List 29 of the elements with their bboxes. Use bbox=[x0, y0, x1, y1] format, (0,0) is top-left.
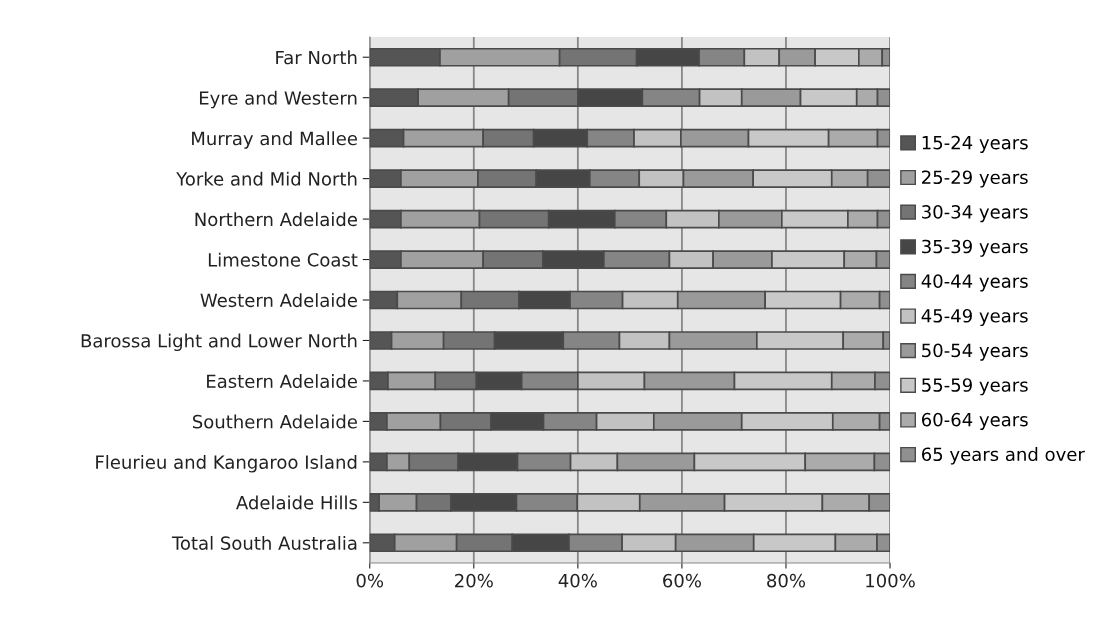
y-tick-label: Northern Adelaide bbox=[195, 212, 357, 227]
y-tick-label: Southern Adelaide bbox=[192, 414, 357, 429]
legend-label: 65 years and over bbox=[921, 447, 1085, 465]
legend-label: 40-44 years bbox=[921, 274, 1028, 292]
y-tick-label: Adelaide Hills bbox=[236, 495, 358, 510]
legend-label: 50-54 years bbox=[922, 343, 1028, 361]
legend-label: 30-34 years bbox=[922, 205, 1028, 223]
legend-label: 15-24 years bbox=[922, 135, 1028, 153]
legend-label: 25-29 years bbox=[922, 170, 1028, 188]
x-tick-label: 40% bbox=[558, 573, 597, 588]
y-tick-label: Eastern Adelaide bbox=[207, 374, 357, 389]
y-tick-label: Fleurieu and Kangaroo Island bbox=[96, 455, 357, 473]
legend-label: 55-59 years bbox=[922, 378, 1028, 396]
legend-label: 35-39 years bbox=[922, 239, 1028, 257]
y-tick-label: Far North bbox=[276, 50, 357, 65]
legend-label: 45-49 years bbox=[921, 308, 1028, 327]
y-tick-label: Western Adelaide bbox=[200, 293, 357, 308]
y-tick-label: Yorke and Mid North bbox=[176, 171, 357, 186]
y-tick-label: Limestone Coast bbox=[208, 252, 358, 267]
y-tick-label: Eyre and Western bbox=[199, 90, 357, 109]
x-tick-label: 20% bbox=[455, 573, 493, 588]
y-tick-label: Barossa Light and Lower North bbox=[81, 333, 357, 352]
x-tick-label: 0% bbox=[356, 573, 384, 588]
legend-label: 60-64 years bbox=[921, 412, 1028, 430]
x-tick-label: 80% bbox=[767, 573, 806, 588]
x-tick-label: 60% bbox=[663, 573, 701, 588]
y-tick-label: Total South Australia bbox=[171, 535, 357, 550]
x-tick-label: 100% bbox=[866, 573, 915, 588]
y-tick-label: Murray and Mallee bbox=[192, 131, 357, 149]
